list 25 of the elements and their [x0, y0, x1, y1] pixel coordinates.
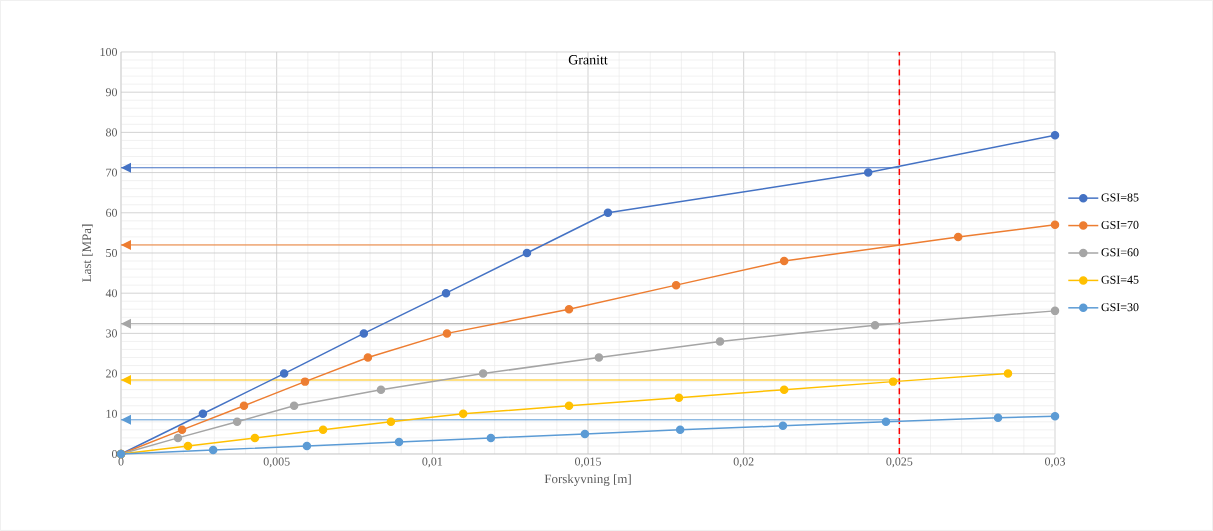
legend-label: GSI=85	[1101, 193, 1139, 202]
y-tick-label: 30	[106, 329, 118, 338]
x-tick-label: 0,015	[575, 457, 601, 468]
x-tick-label: 0,025	[886, 457, 913, 468]
y-tick-label: 20	[106, 369, 118, 378]
y-tick-label: 10	[106, 409, 118, 418]
x-tick-label: 0,03	[1045, 457, 1066, 468]
y-tick-label: 80	[105, 128, 118, 137]
chart-title: Granitt	[568, 55, 608, 65]
y-axis-title: Last [MPa]	[82, 224, 93, 282]
y-tick-label: 50	[106, 248, 118, 258]
x-tick-label: 0,005	[263, 457, 290, 468]
y-tick-label: 90	[105, 88, 118, 97]
x-axis-title: Forskyvning [m]	[544, 474, 631, 486]
y-tick-label: 100	[100, 47, 118, 57]
x-tick-label: 0,02	[733, 457, 754, 468]
legend-label: GSI=45	[1101, 275, 1139, 284]
x-tick-label: 0	[118, 457, 124, 466]
y-tick-label: 60	[106, 208, 118, 217]
legend-label: GSI=70	[1101, 220, 1139, 229]
y-tick-label: 40	[105, 289, 118, 298]
x-tick-label: 0,01	[422, 457, 443, 468]
y-tick-label: 70	[106, 168, 118, 177]
legend-label: GSI=60	[1101, 248, 1139, 257]
legend-label: GSI=30	[1101, 303, 1139, 312]
